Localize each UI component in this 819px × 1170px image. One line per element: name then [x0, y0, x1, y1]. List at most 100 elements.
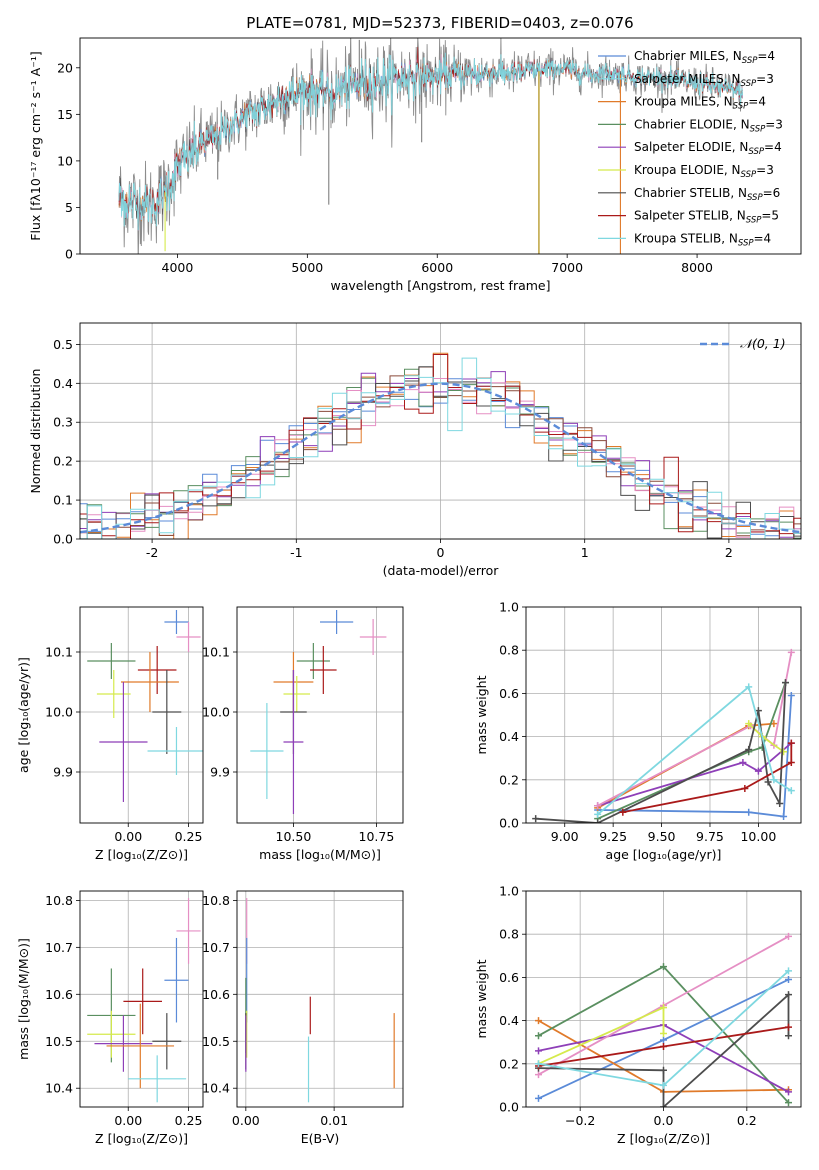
y-tick-label: 10.6 — [45, 987, 73, 1002]
mass-weight-marker — [782, 679, 790, 687]
x-tick-label: 6000 — [421, 260, 453, 275]
residuals-panel: -2 -1 0 1 2 0.0 0.1 0.2 0.3 0.4 0.5 (data-model)/er… — [28, 322, 802, 578]
y-tick-label: 10.4 — [45, 1081, 73, 1096]
mass-weight-marker — [535, 1032, 542, 1040]
histogram-series — [80, 378, 801, 539]
mass-weight-marker — [787, 787, 795, 795]
y-tick-label: 20 — [57, 60, 73, 75]
mass-weight-marker — [787, 692, 795, 700]
mass-weight-marker — [780, 748, 788, 756]
x-axis-label: (data-model)/error — [383, 563, 500, 578]
y-axis-label: Normed distribution — [28, 369, 43, 494]
y-tick-label: 10.1 — [202, 645, 230, 660]
legend-entry: Chabrier ELODIE, NSSP=3 — [634, 117, 783, 134]
mass-weight-series — [622, 743, 793, 814]
y-tick-label: 0.6 — [499, 970, 519, 985]
y-tick-label: 0.0 — [499, 816, 519, 831]
y-tick-label: 0.4 — [499, 1013, 519, 1028]
mass-weight-series — [597, 652, 793, 807]
x-tick-label: 0 — [437, 545, 445, 560]
y-tick-label: 0.8 — [499, 643, 519, 658]
y-tick-label: 0.5 — [53, 337, 73, 352]
mass-weight-marker — [535, 1094, 542, 1102]
y-tick-label: 0.4 — [499, 729, 519, 744]
legend-entry: Chabrier MILES, NSSP=4 — [634, 49, 775, 66]
mass-weight-series — [538, 992, 790, 1107]
mass-weight-series — [597, 695, 793, 818]
mass-weight-marker — [785, 1099, 792, 1107]
y-tick-label: 10.1 — [45, 645, 73, 660]
mass-weight-series — [597, 685, 792, 816]
x-axis-label: mass [log₁₀(M/M⊙)] — [259, 847, 381, 862]
mass-weight-marker — [660, 963, 667, 971]
y-tick-label: 10.5 — [45, 1034, 73, 1049]
mass-weight-series — [597, 682, 787, 820]
y-tick-label: 0.8 — [499, 927, 519, 942]
y-axis-label: Flux [fλ10⁻¹⁷ erg cm⁻² s⁻¹ A⁻¹] — [28, 51, 43, 240]
y-tick-label: 10.0 — [202, 705, 230, 720]
y-axis-label: mass weight — [474, 959, 489, 1038]
age-vs-Z-panel: 0.00 0.25 9.9 10.0 10.1 Z [log₁₀(Z/Z⊙)] age [l… — [16, 606, 204, 862]
mass-weight-marker — [745, 720, 753, 728]
mass-weight-marker — [785, 932, 792, 940]
mass-weight-age-panel: 9.00 9.25 9.50 9.75 10.00 0.0 0.2 0.4 0.6 0.8 1.0 a… — [474, 600, 802, 862]
x-tick-label: 9.25 — [599, 829, 627, 844]
x-tick-label: 8000 — [681, 260, 713, 275]
x-tick-label: 10.75 — [359, 829, 395, 844]
mass-weight-marker — [745, 683, 753, 691]
mass-vs-ebv-panel-plot-area — [245, 898, 395, 1103]
y-tick-label: 10.4 — [202, 1081, 230, 1096]
axes-frame — [525, 890, 802, 1108]
mass-weight-marker — [594, 802, 602, 810]
mass-weight-marker — [785, 1023, 792, 1031]
mass-weight-marker — [770, 776, 778, 784]
legend-entry: Kroupa ELODIE, NSSP=3 — [634, 163, 774, 180]
mass-weight-marker — [535, 1071, 542, 1079]
mass-weight-marker — [535, 1060, 542, 1068]
y-tick-label: 0.2 — [499, 1056, 519, 1071]
x-tick-label: 0.00 — [232, 1113, 260, 1128]
mass-weight-Z-panel: −0.2 0.0 0.2 0.0 0.2 0.4 0.6 0.8 1.0 Z [log₁₀(Z/Z… — [474, 884, 802, 1146]
mass-weight-marker — [660, 1036, 667, 1044]
x-tick-label: 10.50 — [276, 829, 312, 844]
x-tick-label: -1 — [290, 545, 302, 560]
mass-weight-marker — [745, 746, 753, 754]
normal-curve — [80, 382, 801, 534]
axes-frame — [79, 606, 204, 824]
y-tick-label: 0.6 — [499, 686, 519, 701]
x-tick-label: 4000 — [162, 260, 194, 275]
mass-weight-marker — [535, 1017, 542, 1025]
y-tick-label: 10 — [57, 153, 73, 168]
y-tick-label: 9.9 — [53, 765, 73, 780]
age-vs-mass-panel: 10.50 10.75 9.9 10.0 10.1 mass [log₁₀(M/M⊙)] — [202, 606, 404, 862]
x-tick-label: 0.25 — [175, 829, 203, 844]
mass-vs-ebv-panel: 0.00 0.01 10.4 10.5 10.6 10.7 10.8 E(B-V) — [202, 890, 404, 1146]
mass-weight-marker — [754, 767, 762, 775]
mass-weight-marker — [785, 976, 792, 984]
x-axis-label: E(B-V) — [301, 1131, 340, 1146]
y-tick-label: 10.0 — [45, 705, 73, 720]
y-tick-label: 9.9 — [210, 765, 230, 780]
mass-weight-Z-panel-plot-area — [535, 932, 792, 1107]
y-tick-label: 5 — [65, 200, 73, 215]
y-tick-label: 1.0 — [499, 600, 519, 615]
x-tick-label: 0.00 — [114, 829, 142, 844]
y-tick-label: 15 — [57, 107, 73, 122]
histogram-plot-area — [80, 352, 801, 539]
x-tick-label: 9.00 — [551, 829, 579, 844]
mass-weight-age-panel-plot-area — [532, 648, 795, 823]
axes-frame — [79, 322, 802, 540]
x-axis-label: wavelength [Angstrom, rest frame] — [330, 278, 550, 293]
y-tick-label: 0.4 — [53, 376, 73, 391]
mass-weight-marker — [660, 1043, 667, 1051]
mass-weight-marker — [764, 778, 772, 786]
x-axis-label: age [log₁₀(age/yr)] — [606, 847, 722, 862]
y-tick-label: 10.7 — [202, 940, 230, 955]
histogram-series — [80, 366, 801, 539]
y-tick-label: 0.2 — [499, 772, 519, 787]
x-tick-label: 0.01 — [320, 1113, 348, 1128]
y-axis-label: mass [log₁₀(M/M⊙)] — [16, 938, 31, 1060]
mass-weight-marker — [776, 800, 784, 808]
x-axis-label: Z [log₁₀(Z/Z⊙)] — [95, 1131, 188, 1146]
mass-weight-marker — [780, 813, 788, 821]
